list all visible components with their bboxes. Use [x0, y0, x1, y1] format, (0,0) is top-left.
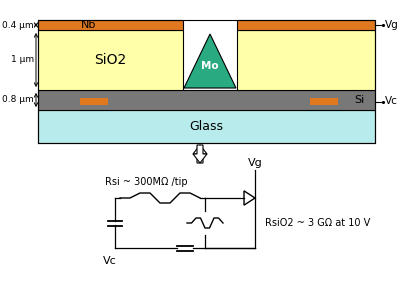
Polygon shape [192, 145, 207, 163]
Text: SiO2: SiO2 [94, 53, 126, 67]
Text: 0.4 μm: 0.4 μm [2, 20, 34, 29]
Bar [237, 20, 374, 30]
Text: Nb: Nb [81, 20, 96, 30]
Text: Vc: Vc [103, 256, 117, 266]
Text: Rsi ~ 300MΩ /tip: Rsi ~ 300MΩ /tip [105, 177, 187, 187]
Text: Si: Si [354, 95, 364, 105]
Bar [38, 110, 374, 143]
Polygon shape [183, 34, 235, 88]
Text: Vc: Vc [384, 96, 397, 107]
Bar [38, 30, 183, 90]
Text: 1 μm: 1 μm [11, 56, 34, 65]
Bar [309, 98, 337, 105]
Text: Vg: Vg [384, 20, 398, 30]
Bar [80, 98, 108, 105]
Bar [38, 20, 183, 30]
Polygon shape [243, 191, 254, 205]
Polygon shape [192, 145, 207, 163]
Bar [38, 90, 374, 110]
Text: Vg: Vg [247, 158, 262, 168]
Text: RsiO2 ~ 3 GΩ at 10 V: RsiO2 ~ 3 GΩ at 10 V [264, 218, 369, 228]
Bar [237, 30, 374, 90]
Text: 0.8 μm: 0.8 μm [2, 96, 34, 105]
Text: Glass: Glass [189, 120, 223, 133]
Text: Mo: Mo [201, 61, 218, 71]
